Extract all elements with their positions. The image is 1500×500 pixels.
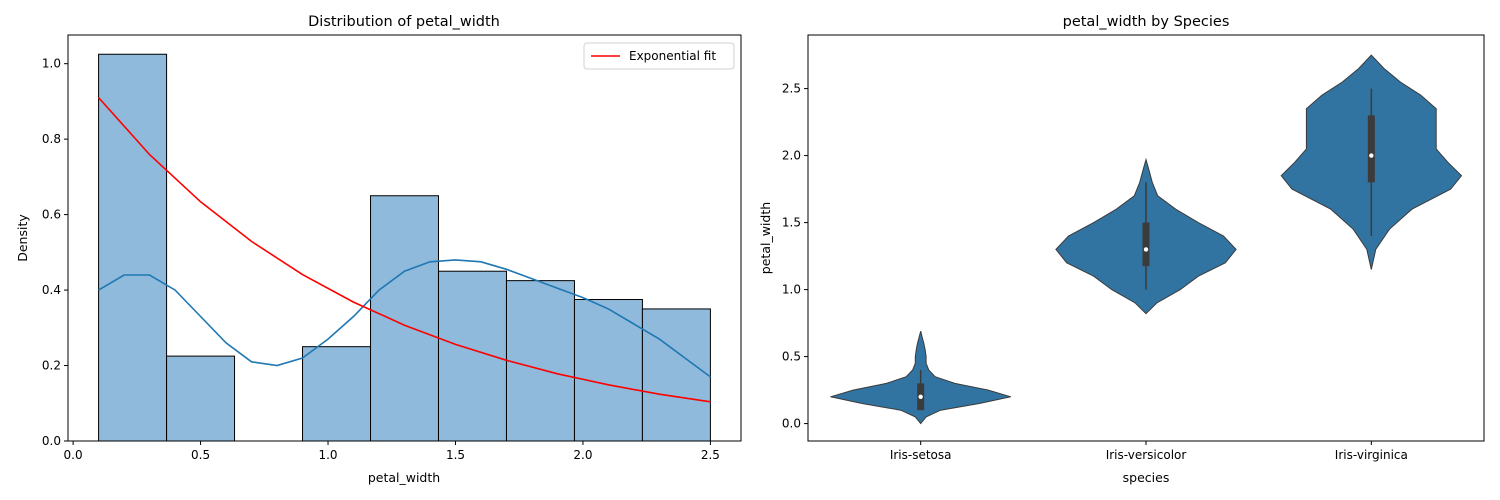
y-tick-label: 0.6 <box>42 208 61 222</box>
y-tick-label: 2.5 <box>782 82 801 96</box>
y-tick-label: 0.0 <box>42 434 61 448</box>
legend-box <box>583 42 735 70</box>
violin-median-dot <box>1369 153 1374 158</box>
x-tick-label: 1.0 <box>318 448 337 462</box>
histogram-axes-frame <box>67 34 742 442</box>
violins <box>830 54 1463 425</box>
x-tick-label: Iris-virginica <box>1335 448 1408 462</box>
y-tick-label: 0.5 <box>782 350 801 364</box>
y-tick-label: 1.0 <box>42 57 61 71</box>
violin-x-label: species <box>1123 470 1170 485</box>
y-tick-label: 0.4 <box>42 283 61 297</box>
histogram-bar <box>641 308 711 442</box>
histogram-bar <box>437 270 507 442</box>
y-tick-label: 1.0 <box>782 283 801 297</box>
violin-y-label: petal_width <box>758 202 773 274</box>
histogram-bar <box>573 299 643 442</box>
histogram-bar <box>166 355 236 442</box>
histogram-y-label: Density <box>15 214 30 262</box>
histogram-bar <box>370 195 439 442</box>
violin-y-ticks: 0.0 0.5 1.0 1.5 2.0 2.5 <box>782 82 808 431</box>
y-tick-label: 0.8 <box>42 132 61 146</box>
histogram-bar <box>302 346 372 442</box>
kde-line <box>98 259 711 378</box>
y-tick-label: 1.5 <box>782 216 801 230</box>
violin-iqr-box <box>1367 115 1375 183</box>
histogram-x-label: petal_width <box>368 470 440 485</box>
histogram-bar <box>505 280 575 442</box>
y-tick-label: 0.2 <box>42 359 61 373</box>
x-tick-label: Iris-versicolor <box>1106 448 1187 462</box>
x-tick-label: 2.5 <box>701 448 720 462</box>
histogram-panel: Distribution of petal_width 0.0 0.5 1.0 1.5… <box>15 14 742 485</box>
violin-iqr-box <box>1142 222 1150 267</box>
x-tick-label: 2.0 <box>573 448 592 462</box>
violin-median-dot <box>918 394 923 399</box>
histogram-x-ticks: 0.0 0.5 1.0 1.5 2.0 2.5 <box>64 441 720 462</box>
histogram-bar <box>98 53 168 442</box>
x-tick-label: 0.0 <box>64 448 83 462</box>
x-tick-label: 1.5 <box>446 448 465 462</box>
exponential-fit-line <box>98 97 711 403</box>
violin-title: petal_width by Species <box>1063 14 1230 30</box>
x-tick-label: 0.5 <box>191 448 210 462</box>
violin-x-ticks: Iris-setosa Iris-versicolor Iris-virginica <box>890 441 1408 462</box>
histogram-lines <box>98 97 711 403</box>
histogram-legend: Exponential fit <box>583 42 735 70</box>
y-tick-label: 0.0 <box>782 417 801 431</box>
x-tick-label: Iris-setosa <box>890 448 952 462</box>
violin-panel: petal_width by Species Iris-setosa Iris-v… <box>758 14 1485 485</box>
histogram-title: Distribution of petal_width <box>308 14 500 30</box>
histogram-y-ticks: 0.0 0.2 0.4 0.6 0.8 1.0 <box>42 57 68 448</box>
violin-median-dot <box>1143 247 1149 252</box>
legend-label-exponential-fit: Exponential fit <box>629 49 716 63</box>
y-tick-label: 2.0 <box>782 149 801 163</box>
